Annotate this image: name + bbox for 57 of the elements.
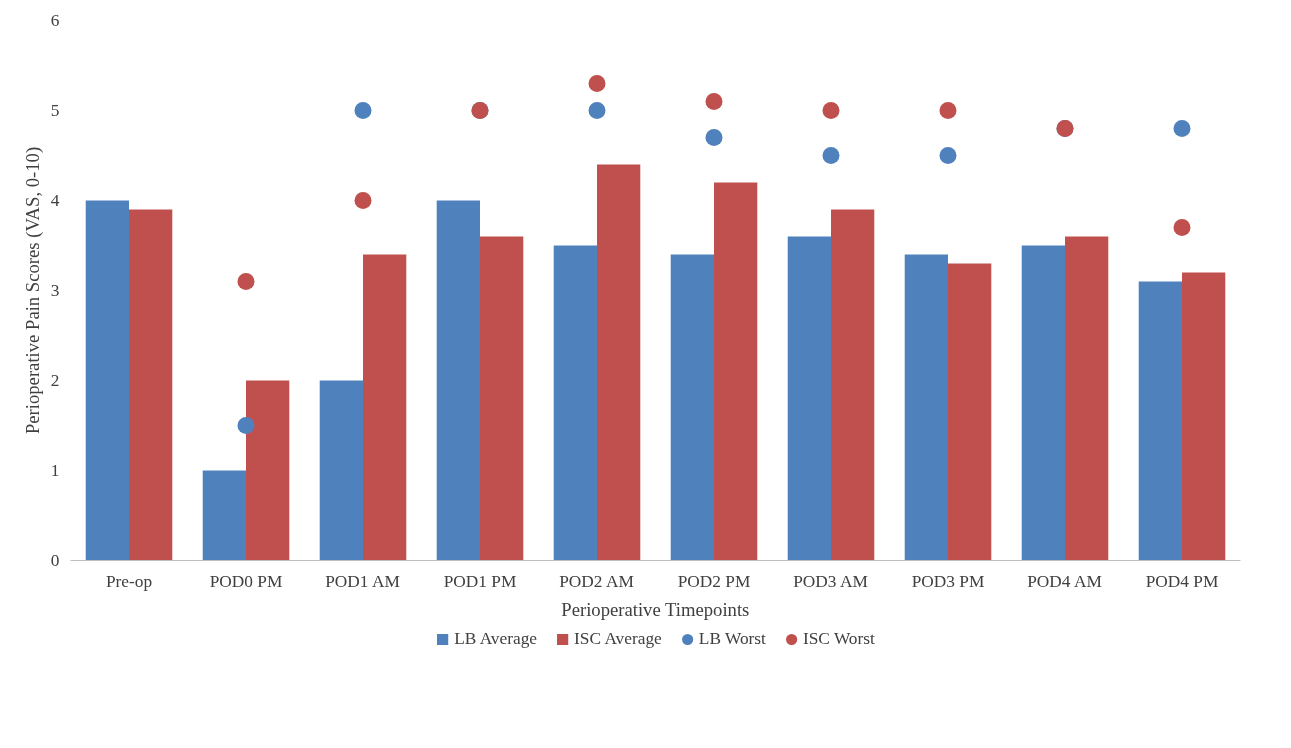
point: [237, 417, 255, 434]
point: [705, 129, 723, 146]
y-tick-label: 0: [50, 551, 60, 570]
x-tick-label: Pre-op: [105, 571, 153, 591]
y-tick-label: 6: [50, 11, 60, 30]
x-tick-label: POD0 PM: [209, 571, 283, 591]
bar: [1138, 281, 1182, 561]
x-tick-label: POD1 PM: [443, 571, 517, 591]
bar: [1021, 245, 1065, 561]
x-tick-label: POD1 AM: [325, 571, 400, 591]
y-axis-title: Perioperative Pain Scores (VAS, 0-10): [21, 146, 44, 435]
point: [939, 102, 957, 119]
bar: [85, 200, 129, 561]
x-tick-label: POD4 AM: [1027, 571, 1102, 591]
legend-label: LB Average: [454, 629, 538, 649]
point: [354, 102, 372, 119]
x-tick-label: POD3 PM: [911, 571, 985, 591]
bar: [363, 254, 407, 561]
legend-label: LB Worst: [698, 629, 766, 649]
bar: [1182, 272, 1226, 561]
bar: [202, 470, 246, 561]
bar: [787, 236, 831, 561]
bar: [480, 236, 524, 561]
bar: [670, 254, 714, 561]
y-tick-label: 2: [50, 371, 60, 390]
bar: [246, 380, 290, 561]
y-tick-label: 5: [50, 101, 60, 120]
x-axis-title: Perioperative Timepoints: [561, 598, 750, 620]
point: [354, 192, 372, 209]
bar: [904, 254, 948, 561]
bar: [714, 182, 758, 561]
bar: [948, 263, 992, 561]
y-tick-label: 3: [50, 281, 60, 300]
point: [588, 102, 606, 119]
point: [1173, 219, 1191, 236]
bar: [1065, 236, 1109, 561]
bar: [553, 245, 597, 561]
x-tick-label: POD4 PM: [1145, 571, 1219, 591]
point: [822, 102, 840, 119]
legend-label: ISC Average: [574, 629, 662, 649]
x-tick-label: POD2 AM: [559, 571, 634, 591]
bar: [597, 164, 641, 561]
point: [822, 147, 840, 164]
y-tick-label: 4: [50, 191, 60, 210]
x-tick-label: POD2 PM: [677, 571, 751, 591]
point: [939, 147, 957, 164]
bar: [129, 209, 173, 561]
x-tick-label: POD3 AM: [793, 571, 868, 591]
bar: [436, 200, 480, 561]
point: [588, 75, 606, 92]
point: [705, 93, 723, 110]
point: [237, 273, 255, 290]
bar: [319, 380, 363, 561]
bar: [831, 209, 875, 561]
point: [1173, 120, 1191, 137]
legend-label: ISC Worst: [802, 629, 875, 649]
y-tick-label: 1: [50, 461, 60, 480]
